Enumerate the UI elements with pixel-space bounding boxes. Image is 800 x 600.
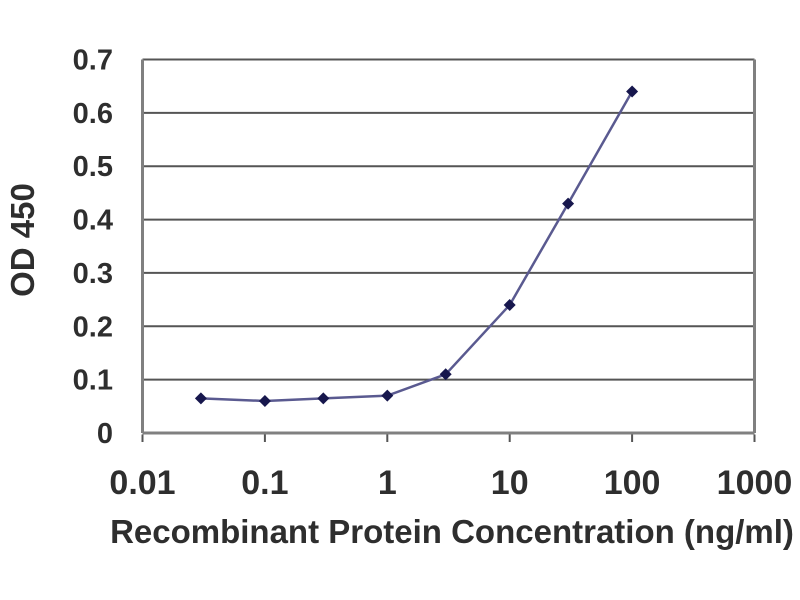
data-point-marker (258, 394, 271, 407)
y-tick-label: 0.3 (73, 258, 113, 290)
y-tick-label: 0.1 (73, 365, 113, 397)
x-tick-label: 10 (491, 464, 529, 502)
series-line (200, 90, 634, 403)
x-tick-label: 1 (378, 464, 397, 502)
x-tick-label: 0.1 (241, 464, 288, 502)
y-tick-label: 0.4 (73, 205, 113, 237)
x-tick-marks (141, 434, 756, 442)
y-tick-label: 0.2 (73, 311, 113, 343)
axis-frame (141, 59, 756, 435)
x-axis-title: Recombinant Protein Concentration (ng/ml… (110, 513, 794, 550)
gridlines (142, 58, 755, 381)
data-point-marker (562, 197, 575, 210)
y-tick-label: 0 (97, 418, 113, 450)
data-point-marker (503, 298, 516, 311)
y-axis-title: OD 450 (4, 183, 41, 297)
data-point-marker (317, 392, 330, 405)
x-tick-label: 1000 (717, 464, 793, 502)
data-point-marker (439, 368, 452, 381)
data-point-marker (194, 392, 207, 405)
x-tick-labels: 0.01 0.1 1 10 100 1000 (109, 464, 792, 502)
data-point-marker (626, 85, 639, 98)
data-point-marker (381, 389, 394, 402)
series-od450 (194, 85, 639, 407)
y-tick-label: 0.5 (73, 151, 113, 183)
x-tick-label: 100 (604, 464, 661, 502)
y-tick-label: 0.6 (73, 98, 113, 130)
y-tick-labels: 0 0.1 0.2 0.3 0.4 0.5 0.6 0.7 (73, 45, 113, 451)
x-tick-label: 0.01 (109, 464, 175, 502)
y-tick-label: 0.7 (73, 45, 113, 77)
